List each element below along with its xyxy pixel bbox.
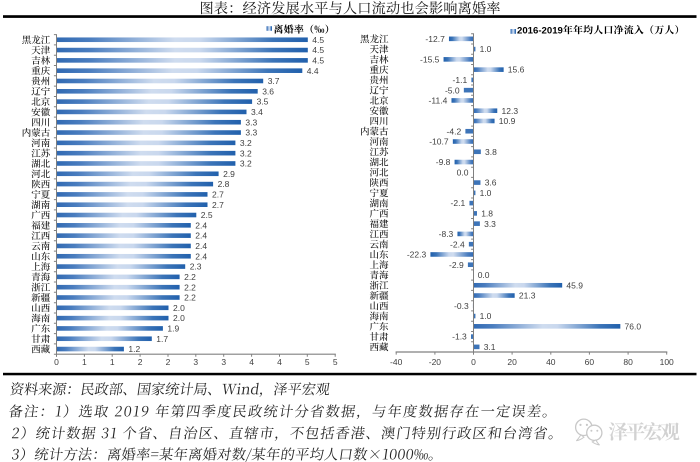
svg-text:4.5: 4.5 <box>312 35 324 45</box>
svg-text:2.8: 2.8 <box>218 179 230 189</box>
svg-text:3.2: 3.2 <box>240 159 252 169</box>
svg-text:0.0: 0.0 <box>457 167 469 177</box>
svg-text:3.3: 3.3 <box>484 219 496 229</box>
svg-text:-2.4: -2.4 <box>450 239 465 249</box>
svg-text:2.4: 2.4 <box>195 241 207 251</box>
svg-text:1: 1 <box>82 357 87 367</box>
svg-text:3: 3 <box>221 357 226 367</box>
svg-text:21.3: 21.3 <box>519 291 536 301</box>
svg-text:-10.7: -10.7 <box>429 137 449 147</box>
svg-text:2: 2 <box>138 357 143 367</box>
svg-text:45.9: 45.9 <box>566 280 583 290</box>
svg-text:4.5: 4.5 <box>312 55 324 65</box>
svg-text:3.5: 3.5 <box>257 97 269 107</box>
svg-text:0.0: 0.0 <box>478 270 490 280</box>
svg-text:2.3: 2.3 <box>190 262 202 272</box>
svg-text:60: 60 <box>585 357 595 367</box>
svg-text:3.1: 3.1 <box>484 342 496 352</box>
svg-text:12.3: 12.3 <box>502 106 519 116</box>
svg-text:2.5: 2.5 <box>201 210 213 220</box>
svg-text:80: 80 <box>623 357 633 367</box>
svg-text:-8.3: -8.3 <box>439 229 454 239</box>
svg-text:-5.0: -5.0 <box>445 85 460 95</box>
svg-text:-2.1: -2.1 <box>451 198 466 208</box>
svg-text:1.2: 1.2 <box>128 344 140 354</box>
svg-text:-40: -40 <box>390 357 403 367</box>
svg-text:1.9: 1.9 <box>167 324 179 334</box>
svg-text:1.7: 1.7 <box>156 334 168 344</box>
svg-text:3.3: 3.3 <box>245 117 257 127</box>
svg-text:2.0: 2.0 <box>173 313 185 323</box>
svg-text:1.0: 1.0 <box>480 311 492 321</box>
svg-text:2016-2019: 2016-2019 <box>517 25 563 36</box>
svg-text:-9.8: -9.8 <box>436 157 451 167</box>
svg-text:3.8: 3.8 <box>485 147 497 157</box>
svg-text:-22.3: -22.3 <box>407 250 427 260</box>
svg-text:2.4: 2.4 <box>195 220 207 230</box>
svg-text:5: 5 <box>333 357 338 367</box>
svg-text:-2.9: -2.9 <box>449 260 464 270</box>
svg-text:2.2: 2.2 <box>184 293 196 303</box>
svg-text:3.6: 3.6 <box>485 178 497 188</box>
svg-text:-11.4: -11.4 <box>429 96 448 106</box>
svg-text:2.7: 2.7 <box>212 200 224 210</box>
svg-text:3.7: 3.7 <box>268 76 280 86</box>
svg-text:4: 4 <box>277 357 282 367</box>
svg-text:2.0: 2.0 <box>173 303 185 313</box>
svg-text:0: 0 <box>471 357 476 367</box>
svg-text:-4.2: -4.2 <box>447 126 462 136</box>
svg-text:2.2: 2.2 <box>184 282 196 292</box>
svg-text:4: 4 <box>249 357 254 367</box>
svg-text:3.3: 3.3 <box>245 128 257 138</box>
svg-text:40: 40 <box>546 357 556 367</box>
svg-text:-0.3: -0.3 <box>454 301 469 311</box>
svg-text:5: 5 <box>305 357 310 367</box>
svg-text:0: 0 <box>54 357 59 367</box>
svg-text:-1.1: -1.1 <box>453 75 468 85</box>
svg-text:-15.5: -15.5 <box>420 54 440 64</box>
svg-text:3.2: 3.2 <box>240 138 252 148</box>
svg-text:20: 20 <box>507 357 517 367</box>
svg-text:2.4: 2.4 <box>195 251 207 261</box>
svg-text:4.5: 4.5 <box>312 45 324 55</box>
svg-text:1.0: 1.0 <box>480 188 492 198</box>
svg-text:2.2: 2.2 <box>184 272 196 282</box>
svg-text:76.0: 76.0 <box>625 321 642 331</box>
svg-text:10.9: 10.9 <box>499 116 516 126</box>
svg-text:3.4: 3.4 <box>251 107 263 117</box>
svg-text:2.4: 2.4 <box>195 231 207 241</box>
svg-text:15.6: 15.6 <box>508 65 525 75</box>
svg-text:3.6: 3.6 <box>262 86 274 96</box>
svg-text:-20: -20 <box>429 357 442 367</box>
svg-text:3: 3 <box>193 357 198 367</box>
svg-text:1.8: 1.8 <box>481 208 493 218</box>
svg-text:2.9: 2.9 <box>223 169 235 179</box>
svg-text:-12.7: -12.7 <box>425 34 445 44</box>
svg-text:2: 2 <box>166 357 171 367</box>
svg-text:100: 100 <box>660 357 674 367</box>
svg-text:1.0: 1.0 <box>480 44 492 54</box>
svg-text:-1.3: -1.3 <box>452 332 467 342</box>
svg-text:3.2: 3.2 <box>240 148 252 158</box>
svg-text:1: 1 <box>110 357 115 367</box>
svg-text:4.4: 4.4 <box>307 66 319 76</box>
svg-text:2.7: 2.7 <box>212 190 224 200</box>
